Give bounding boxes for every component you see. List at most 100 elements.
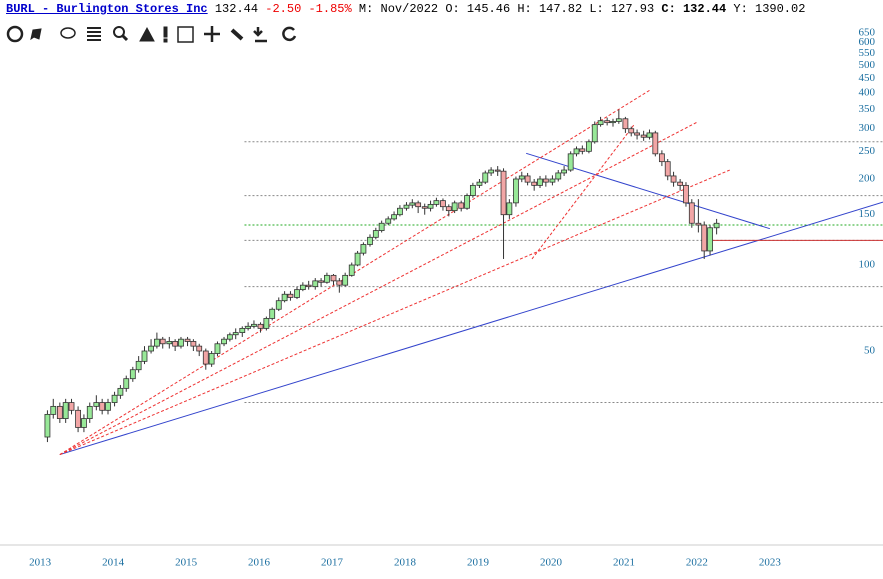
- candle-body: [476, 181, 483, 186]
- candle-body: [707, 227, 713, 252]
- candle-body: [281, 293, 288, 302]
- field: L: 127.93: [589, 2, 655, 16]
- candle-body: [664, 161, 671, 177]
- candle-body: [184, 338, 191, 342]
- tool-icon[interactable]: [113, 26, 125, 38]
- candle-body: [397, 207, 403, 216]
- candle-body: [275, 300, 282, 310]
- tool-icon[interactable]: [163, 38, 168, 43]
- candle-body: [713, 222, 720, 229]
- candle-body: [677, 181, 684, 186]
- candle-body: [670, 175, 677, 183]
- candle-body: [178, 338, 184, 347]
- toolbar: [6, 25, 297, 43]
- candle-body: [549, 178, 556, 183]
- tool-icon[interactable]: [163, 26, 168, 38]
- candle-body: [683, 184, 689, 204]
- candle-body: [117, 387, 124, 396]
- tool-icon[interactable]: [204, 26, 220, 42]
- candle-body: [579, 148, 586, 152]
- candle-body: [513, 178, 519, 204]
- candle-body: [81, 418, 87, 428]
- tool-icon[interactable]: [253, 27, 267, 43]
- candle-body: [123, 378, 130, 389]
- tool-icon[interactable]: [87, 27, 101, 41]
- symbol-link[interactable]: BURL - Burlington Stores Inc: [6, 2, 208, 16]
- candle-body: [440, 200, 446, 208]
- candle-body: [458, 202, 465, 209]
- tool-icon[interactable]: [6, 25, 24, 43]
- candle-body: [56, 405, 63, 419]
- change-pct: -1.85%: [308, 2, 352, 16]
- candle-body: [378, 222, 385, 231]
- candle-body: [518, 175, 525, 180]
- candle-body: [451, 202, 458, 212]
- y-tick-label: 250: [859, 145, 876, 157]
- candle-body: [591, 124, 598, 143]
- candle-body: [372, 230, 379, 238]
- candle-body: [135, 360, 142, 371]
- last-price: 132.44: [214, 2, 259, 16]
- candle-body: [354, 252, 361, 266]
- candle-body: [488, 169, 495, 174]
- candle-body: [658, 153, 665, 163]
- candle-body: [409, 202, 416, 206]
- candle-body: [153, 338, 160, 347]
- y-tick-label: 500: [859, 59, 876, 71]
- tool-icon[interactable]: [230, 28, 244, 41]
- candle-body: [105, 402, 111, 411]
- candle-body: [688, 202, 695, 224]
- candle-body: [500, 170, 507, 216]
- candle-body: [537, 178, 543, 186]
- candle-body: [342, 274, 349, 286]
- candle-body: [62, 402, 69, 419]
- candle-body: [597, 120, 604, 126]
- tool-icon[interactable]: [177, 26, 194, 43]
- candle-body: [646, 132, 653, 138]
- tool-icon[interactable]: [120, 33, 129, 42]
- candle-body: [385, 218, 392, 224]
- candle-body: [482, 172, 489, 183]
- candle-body: [652, 132, 659, 155]
- y-tick-label: 200: [859, 173, 876, 185]
- tool-icon[interactable]: [139, 26, 155, 42]
- trendline: [59, 89, 651, 455]
- candle-body: [610, 121, 616, 124]
- candle-body: [469, 184, 476, 196]
- tool-icon[interactable]: [30, 28, 42, 41]
- candle-body: [75, 409, 81, 428]
- candle-body: [330, 274, 337, 282]
- y-tick-label: 550: [859, 47, 876, 59]
- trendline: [531, 124, 635, 260]
- candle-body: [318, 280, 324, 283]
- tool-icon[interactable]: [60, 27, 76, 39]
- candle-body: [573, 148, 580, 155]
- x-tick-label: 2019: [467, 557, 490, 569]
- candle-body: [245, 325, 252, 329]
- candle-body: [141, 350, 148, 362]
- candle-body: [190, 341, 197, 347]
- candle-body: [257, 323, 264, 329]
- candle-body: [604, 120, 611, 124]
- candle-body: [391, 214, 397, 220]
- candle-body: [232, 332, 239, 336]
- candle-body: [172, 341, 179, 347]
- candle-body: [251, 323, 257, 327]
- y-tick-label: 350: [859, 103, 876, 115]
- field: Y: 1390.02: [733, 2, 806, 16]
- candle-body: [433, 200, 440, 205]
- x-tick-label: 2021: [613, 557, 635, 569]
- candle-body: [615, 118, 622, 122]
- x-tick-label: 2020: [540, 557, 563, 569]
- candle-body: [640, 134, 647, 138]
- field: C: 132.44: [661, 2, 727, 16]
- x-tick-label: 2015: [175, 557, 198, 569]
- candle-body: [214, 343, 221, 354]
- candle-body: [494, 169, 501, 172]
- y-tick-label: 650: [859, 26, 876, 38]
- candle-body: [111, 394, 118, 403]
- tool-icon[interactable]: [282, 26, 297, 42]
- candle-body: [506, 202, 513, 216]
